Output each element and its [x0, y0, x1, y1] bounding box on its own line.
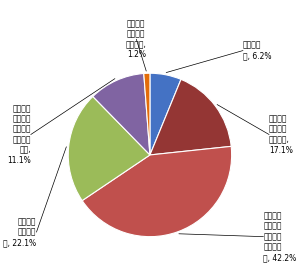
- Wedge shape: [150, 73, 181, 155]
- Wedge shape: [93, 73, 150, 155]
- Wedge shape: [144, 73, 150, 155]
- Wedge shape: [82, 146, 232, 237]
- Wedge shape: [68, 97, 150, 200]
- Text: どちらか
といえば
被害を受
けないと
思う,
11.1%: どちらか といえば 被害を受 けないと 思う, 11.1%: [7, 104, 31, 165]
- Text: どちらか
といえば
被害を受
けると思
う, 42.2%: どちらか といえば 被害を受 けると思 う, 42.2%: [263, 211, 297, 262]
- Text: 全く被害
を受けな
いと思う,
1.2%: 全く被害 を受けな いと思う, 1.2%: [126, 19, 147, 59]
- Wedge shape: [150, 79, 231, 155]
- Text: わからな
い, 6.2%: わからな い, 6.2%: [243, 41, 272, 60]
- Text: どちらと
もいえな
い, 22.1%: どちらと もいえな い, 22.1%: [3, 217, 37, 247]
- Text: 大きな被
害を受け
ると思う,
17.1%: 大きな被 害を受け ると思う, 17.1%: [269, 114, 293, 155]
